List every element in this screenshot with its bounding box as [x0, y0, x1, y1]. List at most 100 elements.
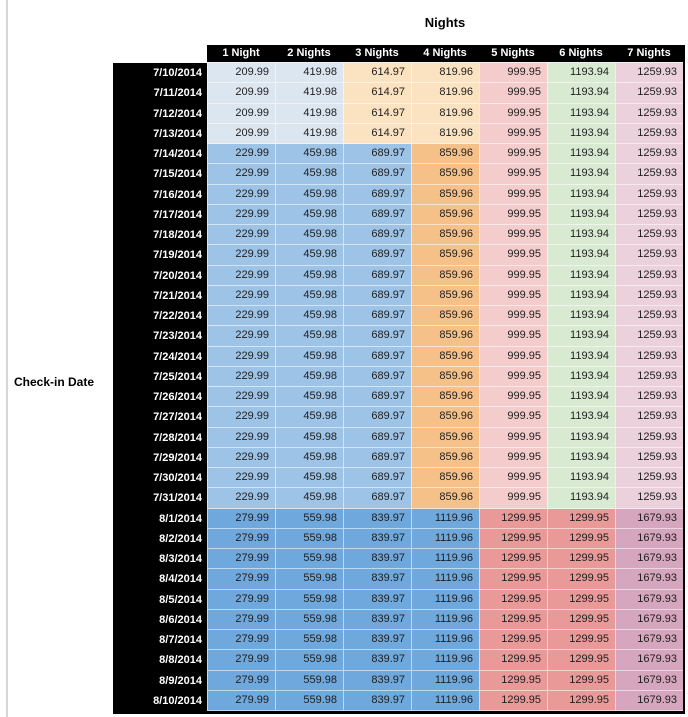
- price-cell: 559.98: [275, 589, 343, 610]
- price-cell: 1299.95: [479, 630, 547, 651]
- price-cell: 229.99: [207, 204, 275, 225]
- price-cell: 459.98: [275, 387, 343, 408]
- price-cell: 1679.93: [615, 589, 683, 610]
- price-cell: 1193.94: [547, 265, 615, 286]
- row-header-date: 7/15/2014: [113, 164, 207, 185]
- price-cell: 1299.95: [479, 528, 547, 549]
- price-cell: 819.96: [411, 123, 479, 144]
- price-cell: 689.97: [343, 184, 411, 205]
- price-cell: 1259.93: [615, 184, 683, 205]
- price-cell: 1299.95: [547, 569, 615, 590]
- price-cell: 459.98: [275, 245, 343, 266]
- price-cell: 1119.96: [411, 609, 479, 630]
- column-header: 4 Nights: [423, 47, 467, 59]
- table-bottom-border: [113, 711, 685, 714]
- price-cell: 689.97: [343, 225, 411, 246]
- price-cell: 614.97: [343, 123, 411, 144]
- price-cell: 999.95: [479, 164, 547, 185]
- row-header-date: 7/26/2014: [113, 387, 207, 408]
- row-header-date: 7/25/2014: [113, 366, 207, 387]
- price-cell: 229.99: [207, 164, 275, 185]
- price-cell: 229.99: [207, 366, 275, 387]
- price-cell: 839.97: [343, 609, 411, 630]
- price-cell: 689.97: [343, 265, 411, 286]
- row-header-date: 7/17/2014: [113, 204, 207, 225]
- column-header: 7 Nights: [627, 47, 671, 59]
- price-cell: 1679.93: [615, 549, 683, 570]
- price-cell: 859.96: [411, 184, 479, 205]
- table-row: 8/9/2014 279.99 559.98 839.97 1119.96 1299.95…: [113, 670, 683, 691]
- price-cell: 999.95: [479, 204, 547, 225]
- price-cell: 1193.94: [547, 204, 615, 225]
- price-cell: 999.95: [479, 488, 547, 509]
- price-cell: 1193.94: [547, 447, 615, 468]
- price-cell: 1193.94: [547, 103, 615, 124]
- row-header-date: 7/28/2014: [113, 427, 207, 448]
- price-cell: 1259.93: [615, 144, 683, 165]
- price-cell: 1193.94: [547, 164, 615, 185]
- price-cell: 689.97: [343, 306, 411, 327]
- price-cell: 279.99: [207, 690, 275, 711]
- price-cell: 859.96: [411, 245, 479, 266]
- row-header-date: 7/24/2014: [113, 346, 207, 367]
- column-header: 5 Nights: [491, 47, 535, 59]
- price-cell: 279.99: [207, 650, 275, 671]
- row-header-date: 7/22/2014: [113, 306, 207, 327]
- price-cell: 1299.95: [547, 549, 615, 570]
- column-header: 6 Nights: [559, 47, 603, 59]
- table-row: 7/14/2014 229.99 459.98 689.97 859.96 999.95 1…: [113, 144, 683, 165]
- price-cell: 1193.94: [547, 407, 615, 428]
- price-cell: 859.96: [411, 164, 479, 185]
- table-row: 8/4/2014 279.99 559.98 839.97 1119.96 1299.95…: [113, 569, 683, 590]
- price-cell: 1259.93: [615, 245, 683, 266]
- price-cell: 1299.95: [547, 528, 615, 549]
- price-cell: 689.97: [343, 346, 411, 367]
- price-cell: 459.98: [275, 204, 343, 225]
- price-cell: 559.98: [275, 569, 343, 590]
- price-cell: 1259.93: [615, 306, 683, 327]
- table-row: 7/30/2014 229.99 459.98 689.97 859.96 999.95 1…: [113, 468, 683, 489]
- table-row: 7/21/2014 229.99 459.98 689.97 859.96 999.95 1…: [113, 285, 683, 306]
- price-cell: 229.99: [207, 144, 275, 165]
- price-cell: 209.99: [207, 63, 275, 84]
- price-cell: 1679.93: [615, 650, 683, 671]
- price-cell: 1193.94: [547, 468, 615, 489]
- price-cell: 559.98: [275, 549, 343, 570]
- price-cell: 279.99: [207, 630, 275, 651]
- price-cell: 689.97: [343, 407, 411, 428]
- price-cell: 419.98: [275, 103, 343, 124]
- price-cell: 1259.93: [615, 346, 683, 367]
- table-row: 7/12/2014 209.99 419.98 614.97 819.96 999.95 1…: [113, 103, 683, 124]
- price-cell: 689.97: [343, 387, 411, 408]
- price-cell: 1679.93: [615, 569, 683, 590]
- row-header-date: 7/13/2014: [113, 123, 207, 144]
- price-cell: 999.95: [479, 346, 547, 367]
- table-row: 7/10/2014 209.99 419.98 614.97 819.96 999.95 1…: [113, 63, 683, 84]
- price-cell: 229.99: [207, 225, 275, 246]
- price-cell: 459.98: [275, 468, 343, 489]
- table-row: 7/26/2014 229.99 459.98 689.97 859.96 999.95 1…: [113, 387, 683, 408]
- price-cell: 999.95: [479, 265, 547, 286]
- price-cell: 1119.96: [411, 670, 479, 691]
- table-row: 8/1/2014 279.99 559.98 839.97 1119.96 1299.95…: [113, 508, 683, 529]
- price-cell: 689.97: [343, 164, 411, 185]
- price-cell: 459.98: [275, 285, 343, 306]
- table-row: 7/17/2014 229.99 459.98 689.97 859.96 999.95 1…: [113, 204, 683, 225]
- price-cell: 419.98: [275, 63, 343, 84]
- price-cell: 279.99: [207, 508, 275, 529]
- price-cell: 1259.93: [615, 103, 683, 124]
- price-cell: 559.98: [275, 650, 343, 671]
- price-cell: 1259.93: [615, 326, 683, 347]
- price-grid: 7/10/2014 209.99 419.98 614.97 819.96 999.95 1…: [113, 63, 683, 711]
- price-cell: 419.98: [275, 83, 343, 104]
- price-cell: 689.97: [343, 468, 411, 489]
- price-cell: 839.97: [343, 549, 411, 570]
- row-header-date: 8/9/2014: [113, 670, 207, 691]
- price-cell: 1119.96: [411, 630, 479, 651]
- price-cell: 859.96: [411, 225, 479, 246]
- row-header-date: 8/3/2014: [113, 549, 207, 570]
- row-header-date: 8/4/2014: [113, 569, 207, 590]
- table-row: 7/29/2014 229.99 459.98 689.97 859.96 999.95 1…: [113, 447, 683, 468]
- price-cell: 1259.93: [615, 468, 683, 489]
- price-cell: 1193.94: [547, 123, 615, 144]
